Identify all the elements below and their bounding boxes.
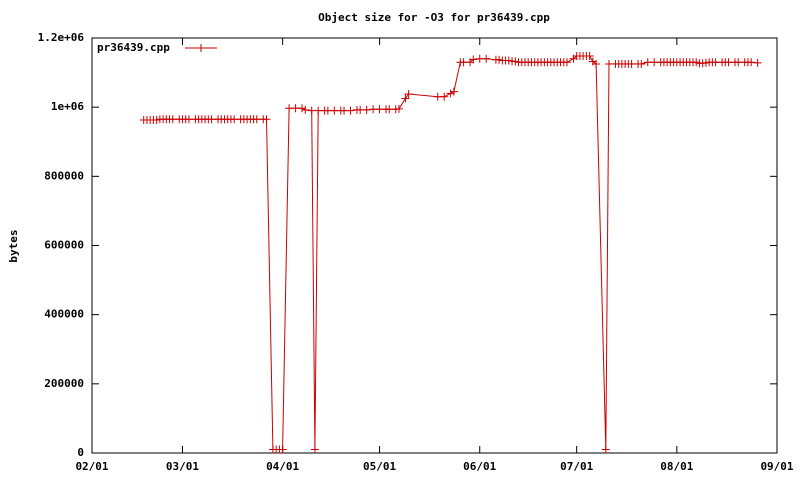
point-marker (592, 59, 601, 68)
point-marker (637, 59, 646, 68)
x-tick-label: 09/01 (760, 460, 793, 473)
point-marker (482, 54, 491, 63)
x-tick-label: 05/01 (363, 460, 396, 473)
point-marker (469, 55, 478, 64)
x-tick-label: 07/01 (560, 460, 593, 473)
point-marker (401, 94, 410, 103)
point-marker (262, 115, 271, 124)
x-tick-label: 02/01 (75, 460, 108, 473)
point-marker (152, 115, 161, 124)
point-marker (446, 89, 455, 98)
point-marker (585, 51, 594, 60)
plot-frame (91, 37, 778, 454)
point-marker (692, 58, 701, 67)
point-marker (753, 58, 762, 67)
y-tick-label: 1e+06 (51, 100, 84, 113)
point-marker (495, 55, 504, 64)
point-marker (346, 106, 355, 115)
x-tick-label: 04/01 (266, 460, 299, 473)
y-tick-label: 0 (77, 446, 84, 459)
x-tick-label: 08/01 (660, 460, 693, 473)
chart-title: Object size for -O3 for pr36439.cpp (318, 11, 550, 24)
y-tick-label: 400000 (44, 308, 84, 321)
point-marker (440, 92, 449, 101)
legend-marker (197, 44, 205, 52)
legend-label: pr36439.cpp (97, 41, 170, 54)
point-marker (310, 445, 319, 454)
series-line (143, 55, 758, 450)
point-marker (701, 58, 710, 67)
y-tick-label: 800000 (44, 169, 84, 182)
point-marker (449, 87, 458, 96)
point-marker (511, 57, 520, 66)
x-tick-label: 06/01 (463, 460, 496, 473)
y-axis-label: bytes (7, 229, 20, 262)
y-tick-label: 600000 (44, 239, 84, 252)
point-marker (298, 104, 307, 113)
y-tick-label: 200000 (44, 377, 84, 390)
point-marker (601, 445, 610, 454)
point-marker (404, 90, 413, 99)
point-marker (504, 56, 513, 65)
point-marker (278, 445, 287, 454)
y-tick-label: 1.2e+06 (38, 31, 85, 44)
point-marker (562, 58, 571, 67)
point-marker (747, 58, 756, 67)
point-marker (362, 105, 371, 114)
point-marker (301, 105, 310, 114)
x-tick-label: 03/01 (166, 460, 199, 473)
point-marker (394, 104, 403, 113)
